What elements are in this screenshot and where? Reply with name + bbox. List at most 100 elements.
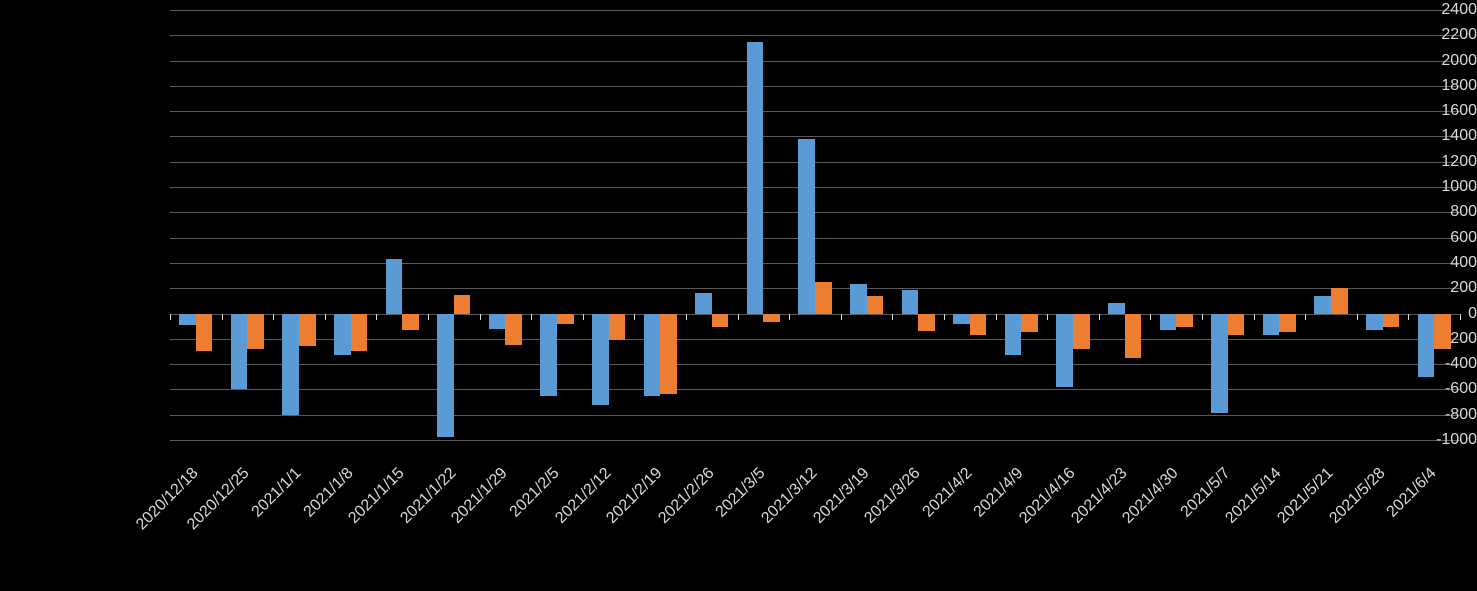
bar-series-1 [334,314,351,356]
bar-series-2 [763,314,780,323]
bar-series-1 [592,314,609,405]
x-tick-mark [1047,314,1048,320]
x-tick-mark [531,314,532,320]
gridline [170,162,1460,163]
x-tick-mark [325,314,326,320]
bar-series-1 [1263,314,1280,336]
bar-series-1 [953,314,970,324]
bar-series-1 [1005,314,1022,356]
bar-series-1 [798,139,815,314]
bar-series-2 [299,314,316,347]
bar-series-2 [1125,314,1142,358]
y-tick-label: 600 [1319,229,1477,247]
bar-series-2 [557,314,574,324]
bar-series-2 [454,295,471,314]
bar-series-1 [489,314,506,329]
y-tick-label: -200 [1319,330,1477,348]
y-tick-label: -600 [1319,380,1477,398]
bar-series-1 [1418,314,1435,377]
bar-series-1 [540,314,557,396]
y-tick-label: 1800 [1319,77,1477,95]
y-tick-label: 1400 [1319,127,1477,145]
bar-series-2 [660,314,677,395]
x-tick-mark [686,314,687,320]
y-tick-label: 800 [1319,203,1477,221]
x-tick-mark [1460,314,1461,320]
bar-series-1 [179,314,196,325]
y-tick-label: 400 [1319,254,1477,272]
x-tick-mark [634,314,635,320]
bar-chart: -1000-800-600-400-2000200400600800100012… [0,0,1477,591]
bar-series-1 [695,293,712,313]
bar-series-2 [867,296,884,314]
gridline [170,389,1460,390]
x-tick-mark [1150,314,1151,320]
x-tick-mark [170,314,171,320]
x-tick-mark [738,314,739,320]
bar-series-1 [850,284,867,313]
gridline [170,111,1460,112]
bar-series-2 [402,314,419,330]
gridline [170,364,1460,365]
bar-series-1 [902,290,919,314]
bar-series-2 [196,314,213,352]
bar-series-1 [437,314,454,438]
y-tick-label: 2400 [1319,1,1477,19]
bar-series-2 [918,314,935,332]
y-tick-label: -1000 [1319,431,1477,449]
x-tick-mark [222,314,223,320]
x-tick-mark [892,314,893,320]
gridline [170,136,1460,137]
bar-series-2 [1331,288,1348,313]
gridline [170,187,1460,188]
x-tick-mark [480,314,481,320]
gridline [170,238,1460,239]
bar-series-2 [712,314,729,328]
gridline [170,415,1460,416]
bar-series-1 [231,314,248,390]
x-tick-mark [1357,314,1358,320]
bar-series-2 [1434,314,1451,349]
bar-series-1 [282,314,299,415]
x-tick-mark [1254,314,1255,320]
gridline [170,61,1460,62]
x-tick-mark [841,314,842,320]
gridline [170,440,1460,441]
bar-series-1 [1160,314,1177,330]
bar-series-1 [1108,303,1125,313]
y-tick-label: -400 [1319,355,1477,373]
gridline [170,212,1460,213]
bar-series-2 [1176,314,1193,328]
gridline [170,10,1460,11]
gridline [170,263,1460,264]
gridline [170,86,1460,87]
bar-series-2 [970,314,987,336]
x-tick-mark [583,314,584,320]
x-tick-mark [1305,314,1306,320]
x-tick-mark [376,314,377,320]
bar-series-2 [505,314,522,346]
bar-series-2 [609,314,626,341]
y-tick-label: 2200 [1319,26,1477,44]
bar-series-2 [1279,314,1296,333]
bar-series-1 [386,259,403,313]
y-tick-label: 1600 [1319,102,1477,120]
x-tick-mark [944,314,945,320]
x-tick-mark [1099,314,1100,320]
y-tick-label: 1200 [1319,153,1477,171]
gridline [170,35,1460,36]
bar-series-1 [1314,296,1331,314]
bar-series-1 [1056,314,1073,387]
bar-series-2 [1228,314,1245,336]
x-tick-mark [1408,314,1409,320]
bar-series-2 [247,314,264,349]
x-tick-mark [428,314,429,320]
bar-series-2 [351,314,368,352]
x-tick-mark [996,314,997,320]
bar-series-1 [644,314,661,396]
bar-series-2 [1383,314,1400,328]
bar-series-1 [1366,314,1383,330]
bar-series-1 [1211,314,1228,414]
y-tick-label: 1000 [1319,178,1477,196]
bar-series-2 [815,282,832,314]
